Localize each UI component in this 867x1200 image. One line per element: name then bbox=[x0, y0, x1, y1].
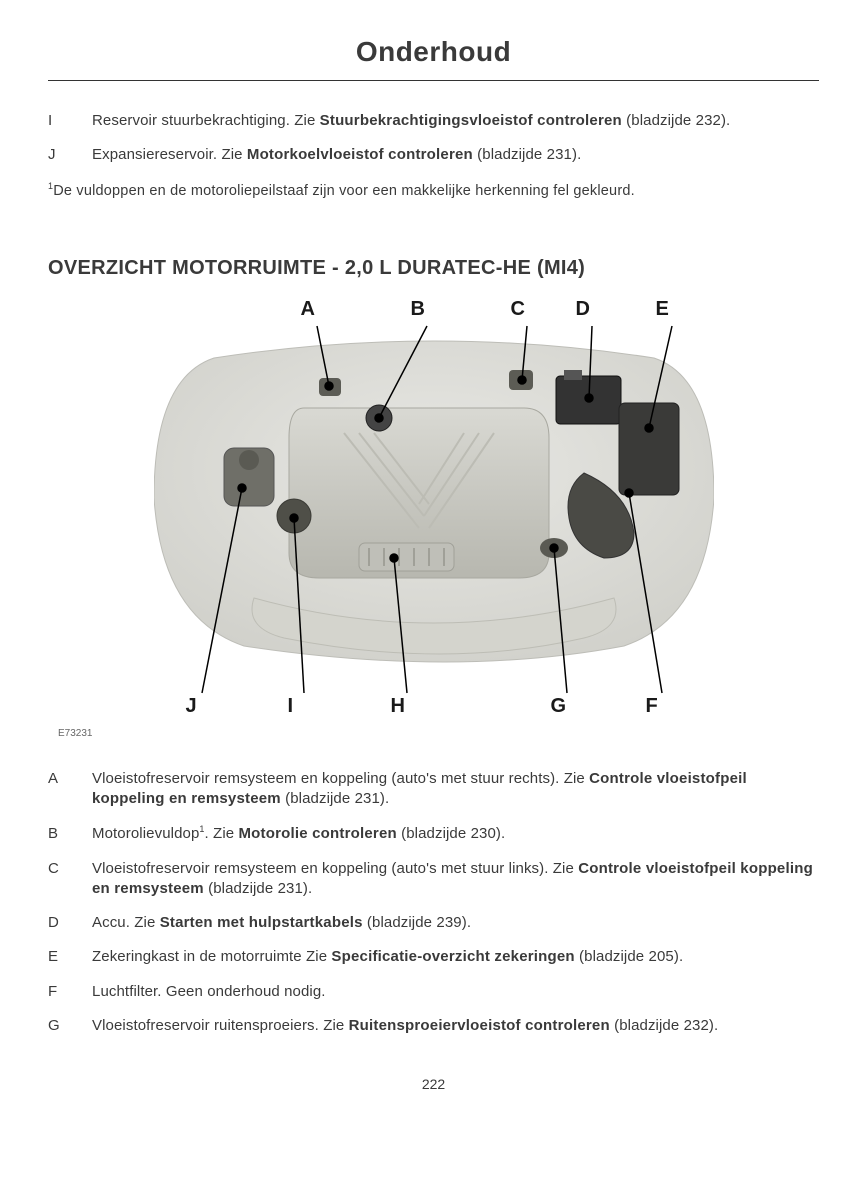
item-text: Vloeistofreservoir remsysteem en koppeli… bbox=[92, 769, 819, 810]
item-pre: Accu. Zie bbox=[92, 914, 160, 931]
item-bold: Stuurbekrachtigingsvloeistof controleren bbox=[320, 112, 622, 129]
diagram-label: E bbox=[656, 298, 669, 321]
item-bold: Ruitensproeiervloeistof controleren bbox=[349, 1017, 610, 1034]
diagram-label: F bbox=[646, 695, 658, 718]
list-item: C Vloeistofreservoir remsysteem en koppe… bbox=[48, 859, 819, 900]
footnote: 1De vuldoppen en de motoroliepeilstaaf z… bbox=[54, 180, 819, 201]
item-bold: Specificatie-overzicht zekeringen bbox=[331, 948, 574, 965]
item-pre: Vloeistofreservoir remsysteem en koppeli… bbox=[92, 770, 589, 787]
item-letter: J bbox=[48, 146, 92, 163]
diagram-ref: E73231 bbox=[58, 728, 819, 739]
item-bold: Motorkoelvloeistof controleren bbox=[247, 146, 473, 163]
item-text: Vloeistofreservoir ruitensproeiers. Zie … bbox=[92, 1016, 718, 1036]
item-pre: Expansiereservoir. Zie bbox=[92, 146, 247, 163]
diagram-label: G bbox=[551, 695, 567, 718]
item-pre: Zekeringkast in de motorruimte Zie bbox=[92, 948, 331, 965]
list-item: I Reservoir stuurbekrachtiging. Zie Stuu… bbox=[48, 111, 819, 131]
page-title: Onderhoud bbox=[48, 36, 819, 81]
item-pre: Vloeistofreservoir ruitensproeiers. Zie bbox=[92, 1017, 349, 1034]
item-post: (bladzijde 231). bbox=[473, 146, 581, 163]
item-post: (bladzijde 232). bbox=[610, 1017, 718, 1034]
diagram-label: H bbox=[391, 695, 405, 718]
item-post: (bladzijde 231). bbox=[281, 790, 389, 807]
page-number: 222 bbox=[48, 1076, 819, 1092]
item-pre2: . Zie bbox=[205, 825, 239, 842]
diagram-label: I bbox=[288, 695, 294, 718]
diagram-label: J bbox=[186, 695, 197, 718]
item-bold: Motorolie controleren bbox=[238, 825, 396, 842]
item-pre: Luchtfilter. Geen onderhoud nodig. bbox=[92, 983, 326, 1000]
diagram-label: D bbox=[576, 298, 590, 321]
item-text: Zekeringkast in de motorruimte Zie Speci… bbox=[92, 947, 683, 967]
diagram-label: A bbox=[301, 298, 315, 321]
list-item: J Expansiereservoir. Zie Motorkoelvloeis… bbox=[48, 145, 819, 165]
item-letter: D bbox=[48, 914, 92, 931]
engine-svg bbox=[154, 298, 714, 718]
engine-diagram: A B C D E J I H G F bbox=[154, 298, 714, 718]
item-pre: Reservoir stuurbekrachtiging. Zie bbox=[92, 112, 320, 129]
item-letter: C bbox=[48, 860, 92, 877]
item-text: Expansiereservoir. Zie Motorkoelvloeisto… bbox=[92, 145, 581, 165]
item-text: Accu. Zie Starten met hulpstartkabels (b… bbox=[92, 913, 471, 933]
item-letter: I bbox=[48, 112, 92, 129]
item-post: (bladzijde 231). bbox=[204, 880, 312, 897]
list-item: D Accu. Zie Starten met hulpstartkabels … bbox=[48, 913, 819, 933]
list-item: E Zekeringkast in de motorruimte Zie Spe… bbox=[48, 947, 819, 967]
item-post: (bladzijde 232). bbox=[622, 112, 730, 129]
item-bold: Starten met hulpstartkabels bbox=[160, 914, 363, 931]
list-item: B Motorolievuldop1. Zie Motorolie contro… bbox=[48, 823, 819, 844]
item-text: Luchtfilter. Geen onderhoud nodig. bbox=[92, 982, 326, 1002]
item-text: Vloeistofreservoir remsysteem en koppeli… bbox=[92, 859, 819, 900]
list-item: A Vloeistofreservoir remsysteem en koppe… bbox=[48, 769, 819, 810]
item-letter: F bbox=[48, 983, 92, 1000]
item-post: (bladzijde 230). bbox=[397, 825, 505, 842]
section-title: OVERZICHT MOTORRUIMTE - 2,0 L DURATEC-HE… bbox=[48, 257, 819, 280]
item-pre: Vloeistofreservoir remsysteem en koppeli… bbox=[92, 860, 578, 877]
item-letter: A bbox=[48, 770, 92, 787]
page: Onderhoud I Reservoir stuurbekrachtiging… bbox=[0, 0, 867, 1122]
item-text: Reservoir stuurbekrachtiging. Zie Stuurb… bbox=[92, 111, 730, 131]
footnote-text: De vuldoppen en de motoroliepeilstaaf zi… bbox=[53, 182, 635, 198]
item-letter: G bbox=[48, 1017, 92, 1034]
diagram-label: B bbox=[411, 298, 425, 321]
item-letter: E bbox=[48, 948, 92, 965]
item-post: (bladzijde 239). bbox=[363, 914, 471, 931]
item-letter: B bbox=[48, 825, 92, 842]
item-text: Motorolievuldop1. Zie Motorolie controle… bbox=[92, 823, 505, 844]
item-post: (bladzijde 205). bbox=[575, 948, 683, 965]
list-item: F Luchtfilter. Geen onderhoud nodig. bbox=[48, 982, 819, 1002]
item-pre-sup: Motorolievuldop bbox=[92, 825, 199, 842]
list-item: G Vloeistofreservoir ruitensproeiers. Zi… bbox=[48, 1016, 819, 1036]
diagram-label: C bbox=[511, 298, 525, 321]
